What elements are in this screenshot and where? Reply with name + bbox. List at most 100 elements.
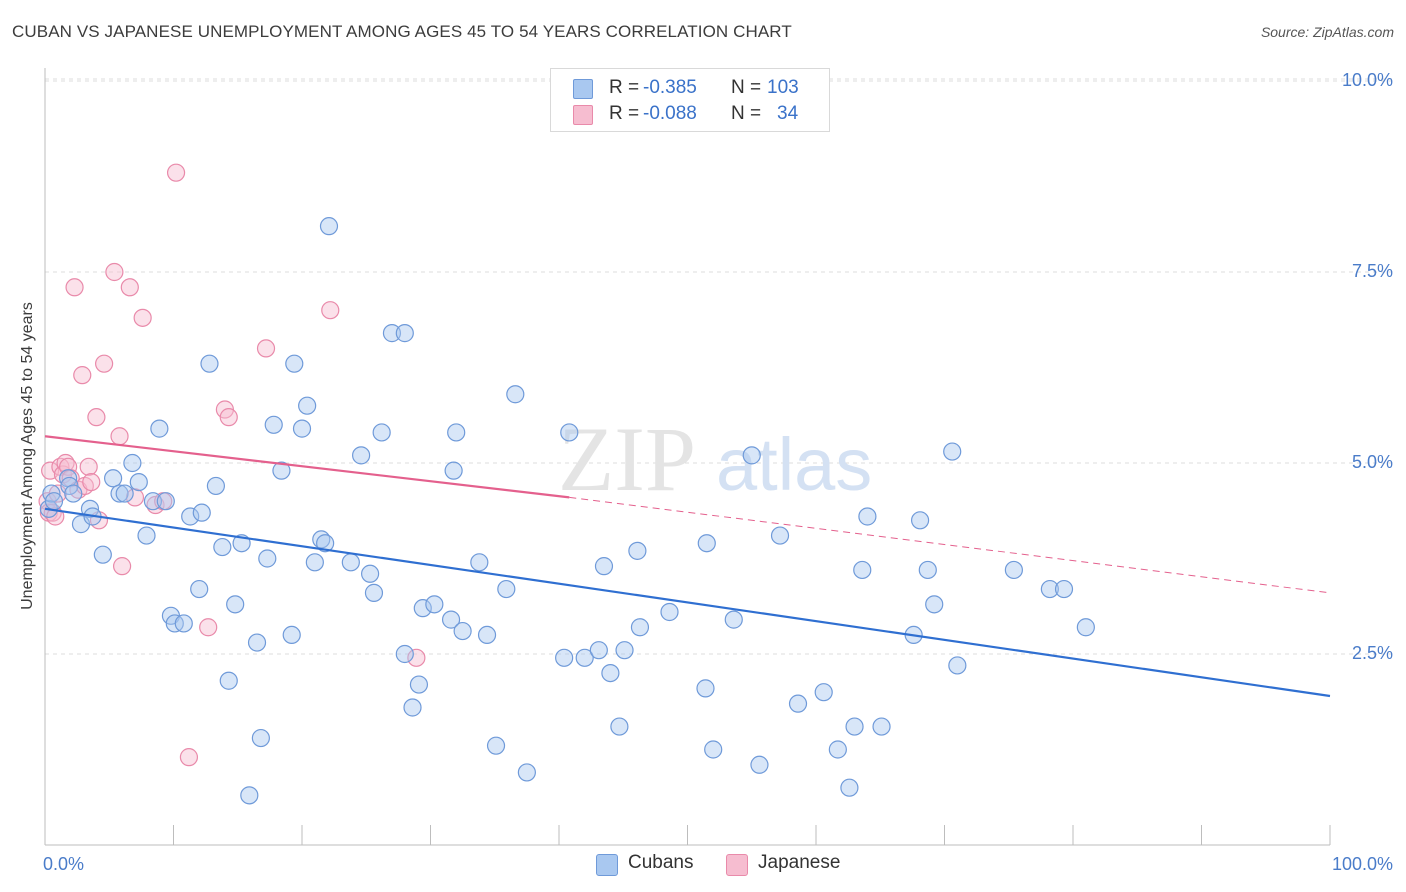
- japanese-trend-extension: [569, 496, 1331, 594]
- cubans-point: [858, 507, 877, 526]
- cubans-point: [213, 537, 232, 557]
- cubans-point: [425, 595, 444, 614]
- cubans-point: [742, 446, 761, 465]
- cubans-point: [601, 663, 620, 683]
- japanese-point: [112, 557, 132, 576]
- legend-n-value-cubans: 103: [767, 77, 799, 98]
- cubans-point: [240, 786, 259, 805]
- trend-lines: [44, 435, 1331, 698]
- y-tick-label: 10.0%: [1342, 70, 1393, 90]
- cubans-point: [150, 419, 169, 438]
- cubans-point: [174, 614, 193, 633]
- source-credit: Source: ZipAtlas.com: [1260, 24, 1394, 40]
- cubans-point: [272, 461, 291, 480]
- cubans-point: [610, 717, 629, 736]
- correlation-legend: R = -0.385 N = 103 R = -0.088 N = 34: [550, 68, 830, 132]
- legend-r-value-cubans: -0.385: [643, 77, 697, 98]
- cubans-point: [190, 579, 209, 599]
- cubans-point: [447, 423, 466, 442]
- cubans-point: [943, 442, 962, 461]
- legend-r-label: R =: [609, 103, 640, 124]
- cubans-point: [93, 545, 112, 564]
- japanese-point: [105, 262, 124, 282]
- cubans-point: [948, 656, 967, 675]
- cubans-point: [814, 683, 833, 702]
- cubans-point: [845, 717, 864, 736]
- cubans-point: [506, 385, 525, 404]
- cubans-point: [853, 560, 872, 580]
- cubans-point: [251, 728, 270, 748]
- watermark: ZIP atlas: [558, 408, 872, 510]
- cubans-point: [840, 778, 859, 797]
- cubans-point: [910, 511, 930, 530]
- cubans-point: [44, 492, 64, 511]
- cubans-point: [137, 526, 156, 545]
- y-tick-label: 7.5%: [1352, 261, 1393, 281]
- cubans-point: [517, 763, 536, 782]
- cubans-point: [181, 507, 200, 526]
- cubans-point: [341, 553, 360, 572]
- legend-r-label: R =: [609, 77, 640, 98]
- cubans-point: [696, 679, 715, 698]
- japanese-point: [73, 366, 92, 385]
- cubans-point: [361, 564, 380, 583]
- tick-labels: 2.5% 5.0% 7.5% 10.0% 0.0% 100.0%: [43, 70, 1393, 874]
- cubans-point: [409, 675, 429, 694]
- cubans-point: [594, 557, 614, 576]
- cubans-point: [219, 671, 238, 690]
- cubans-point: [628, 541, 647, 560]
- cubans-point: [285, 354, 304, 373]
- cubans-point: [925, 595, 944, 614]
- cubans-point: [292, 419, 312, 438]
- cubans-point: [697, 534, 716, 553]
- japanese-point: [125, 488, 145, 507]
- cubans-point: [453, 621, 472, 641]
- cubans-point: [282, 625, 301, 645]
- japanese-point: [95, 354, 114, 373]
- cubans-point: [372, 423, 391, 442]
- cubans-point: [200, 354, 219, 373]
- cubans-point: [382, 324, 402, 343]
- cubans-point: [110, 484, 129, 503]
- cubans-point: [918, 560, 937, 580]
- grid-lines: [45, 78, 1392, 655]
- cubans-point: [395, 644, 414, 664]
- legend-n-label: N =: [731, 103, 762, 124]
- cubans-point: [560, 423, 579, 442]
- series-legend: Cubans Japanese: [0, 852, 1406, 878]
- cubans-point: [192, 503, 211, 522]
- cubans-point: [470, 553, 489, 572]
- cubans-point: [123, 453, 142, 473]
- japanese-point: [321, 301, 340, 320]
- cubans-point: [486, 736, 506, 755]
- japanese-point: [120, 278, 139, 297]
- cubans-point: [143, 492, 163, 511]
- cubans-point: [226, 595, 245, 614]
- axes: [44, 68, 1331, 846]
- cubans-point: [724, 610, 743, 629]
- cubans-point: [704, 740, 723, 759]
- japanese-point: [179, 748, 199, 767]
- cubans-point: [872, 717, 891, 736]
- cubans-legend-swatch: [596, 854, 618, 876]
- japanese-point: [65, 278, 84, 297]
- cubans-point: [575, 648, 594, 667]
- legend-n-value-japanese: 34: [777, 103, 799, 124]
- cubans-point: [1004, 560, 1023, 580]
- cubans-point: [828, 740, 847, 759]
- cubans-point: [1040, 579, 1059, 599]
- japanese-point: [110, 427, 129, 446]
- cubans-point: [395, 324, 414, 343]
- legend-r-value-japanese: -0.088: [643, 103, 697, 124]
- cubans-point: [630, 618, 650, 637]
- cubans-points: [39, 217, 1095, 805]
- cubans-point: [316, 534, 335, 553]
- japanese-point: [256, 339, 276, 358]
- cubans-point: [477, 625, 497, 645]
- japanese-point: [199, 618, 218, 637]
- japanese-swatch: [573, 105, 593, 125]
- x-tick-label: 0.0%: [43, 854, 84, 874]
- cubans-point: [206, 476, 226, 496]
- japanese-point: [79, 457, 98, 476]
- japanese-point: [133, 308, 152, 327]
